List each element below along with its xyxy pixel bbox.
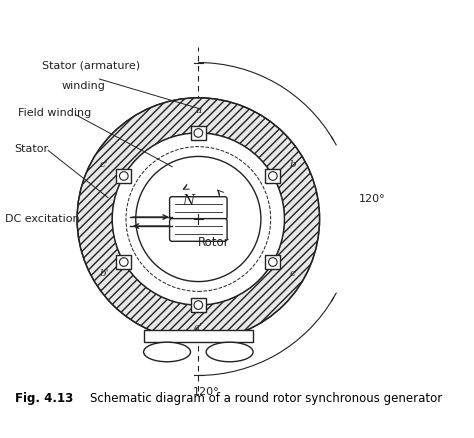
Ellipse shape	[144, 342, 191, 362]
Bar	[117, 169, 131, 184]
Text: Field winding: Field winding	[18, 108, 91, 118]
Bar	[265, 169, 280, 184]
FancyBboxPatch shape	[170, 219, 227, 241]
Text: Schematic diagram of a round rotor synchronous generator: Schematic diagram of a round rotor synch…	[75, 392, 442, 405]
Text: DC excitation: DC excitation	[5, 214, 79, 224]
Text: 120°: 120°	[193, 387, 219, 397]
Text: a: a	[195, 106, 201, 115]
Text: Rotor: Rotor	[198, 236, 230, 249]
Bar	[191, 297, 206, 312]
Text: winding: winding	[62, 81, 105, 91]
Bar	[144, 330, 253, 342]
FancyBboxPatch shape	[170, 197, 227, 219]
Text: N: N	[182, 194, 195, 208]
Text: c: c	[290, 269, 295, 278]
Ellipse shape	[206, 342, 253, 362]
Text: b': b'	[100, 269, 109, 278]
Text: Stator (armature): Stator (armature)	[42, 60, 140, 71]
Text: a': a'	[194, 323, 203, 332]
Bar	[265, 254, 280, 269]
Text: 120°: 120°	[359, 194, 385, 205]
Text: b: b	[289, 160, 296, 169]
Text: c': c'	[100, 160, 109, 169]
Text: Stator: Stator	[15, 144, 49, 154]
Circle shape	[112, 133, 284, 305]
Bar	[117, 254, 131, 269]
Circle shape	[136, 156, 261, 282]
Text: Fig. 4.13: Fig. 4.13	[15, 392, 73, 405]
Bar	[191, 126, 206, 141]
